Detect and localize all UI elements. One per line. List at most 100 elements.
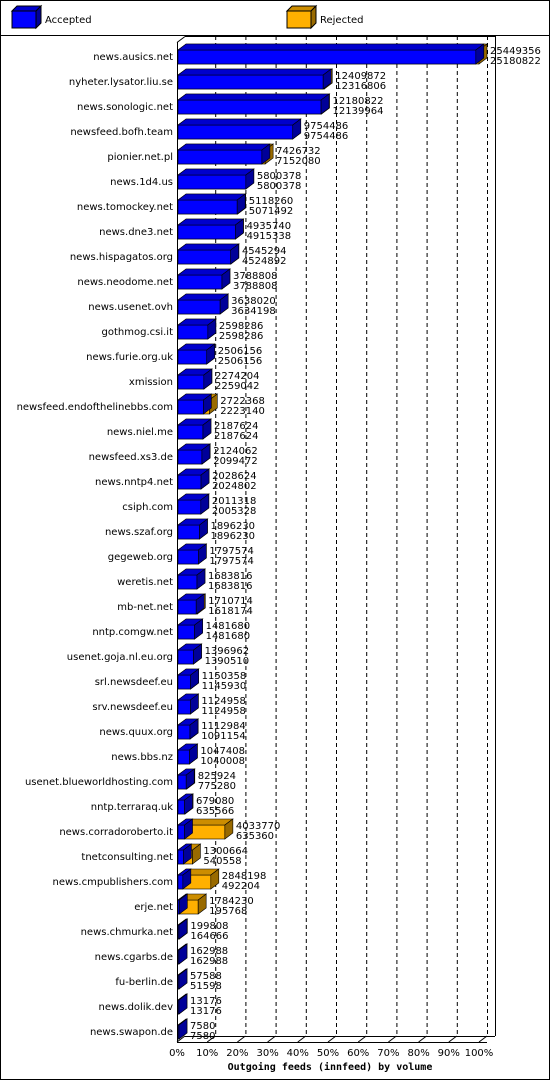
- value-label: 679080: [196, 796, 234, 807]
- y-tick-label: tnetconsulting.net: [81, 852, 173, 863]
- bar: [177, 418, 212, 440]
- bar-front: [177, 249, 231, 265]
- y-tick-label: news.tomockey.net: [77, 202, 173, 213]
- y-tick-label: news.niel.me: [107, 427, 173, 438]
- y-tick-label: news.szaf.org: [105, 527, 173, 538]
- value-label: 492204: [222, 881, 260, 892]
- bar-side: [198, 543, 207, 565]
- value-label: 3634198: [231, 306, 276, 317]
- bar: [177, 368, 213, 390]
- bar-top: [177, 118, 302, 126]
- bar-front: [177, 574, 198, 590]
- value-label: 1896230: [211, 521, 256, 532]
- bar-side: [178, 943, 188, 965]
- tick-mark: [388, 1035, 397, 1043]
- bar: [177, 168, 255, 190]
- value-label: 2598286: [219, 321, 264, 332]
- tick-mark: [267, 1035, 276, 1043]
- bar-side: [194, 618, 203, 640]
- y-tick-label: weretis.net: [117, 577, 173, 588]
- value-label: 25449356: [490, 46, 541, 57]
- y-tick-label: news.dne3.net: [99, 227, 173, 238]
- bar-front: [177, 224, 236, 240]
- value-label: 2028624: [212, 471, 257, 482]
- value-label: 4033770: [236, 821, 281, 832]
- tick-mark: [478, 1035, 488, 1043]
- value-label: 5800378: [257, 181, 302, 192]
- top-edge: [176, 36, 186, 43]
- bar-side: [320, 93, 330, 115]
- value-label: 2024802: [212, 481, 257, 492]
- value-label: 635566: [196, 806, 234, 817]
- value-label: 1896230: [211, 531, 256, 542]
- bar-top: [177, 168, 255, 176]
- value-label: 5118260: [249, 196, 294, 207]
- bar-front: [177, 449, 203, 465]
- bar-front: [177, 474, 202, 490]
- bar-front: [177, 374, 205, 390]
- legend-label: Rejected: [320, 15, 364, 26]
- bar-side: [178, 1018, 188, 1040]
- bar: [177, 268, 231, 290]
- bar-side: [183, 843, 192, 865]
- bar-side: [195, 593, 205, 615]
- bar: [177, 118, 302, 140]
- bar: [177, 218, 245, 240]
- y-tick-label: news.hispagatos.org: [70, 252, 173, 263]
- bar-side: [219, 293, 229, 315]
- bar-front: [177, 699, 191, 715]
- value-label: 2187624: [214, 421, 259, 432]
- y-tick-label: news.quux.org: [99, 727, 173, 738]
- y-tick-label: srl.newsdeef.eu: [95, 677, 173, 688]
- bar-side: [235, 218, 244, 240]
- value-label: 3788808: [233, 281, 278, 292]
- value-label: 2187624: [214, 431, 259, 442]
- y-tick-label: erje.net: [134, 902, 173, 913]
- bar-front: [177, 674, 191, 690]
- bar-front: [177, 174, 247, 190]
- bar: [177, 343, 216, 365]
- value-label: 7152080: [276, 156, 321, 167]
- value-label: 2274204: [215, 371, 260, 382]
- bar-side: [203, 368, 213, 390]
- y-tick-label: srv.newsdeef.eu: [92, 702, 173, 713]
- bar-side: [261, 143, 271, 165]
- bar-front: [177, 599, 197, 615]
- bar: [177, 518, 209, 540]
- bar-side: [201, 443, 211, 465]
- bar-side: [190, 693, 199, 715]
- value-label: 2005328: [212, 506, 257, 517]
- y-tick-label: news.swapon.de: [90, 1027, 173, 1038]
- bar-side: [200, 468, 210, 490]
- y-tick-label: nyheter.lysator.liu.se: [69, 77, 173, 88]
- bar: [177, 393, 213, 415]
- bar: [177, 643, 203, 665]
- value-label: 162988: [190, 946, 228, 957]
- bar: [177, 443, 211, 465]
- bar-side: [189, 718, 199, 740]
- value-label: 51598: [190, 981, 222, 992]
- y-tick-label: news.ausics.net: [93, 52, 173, 63]
- swatch-side: [310, 4, 317, 30]
- bar-side: [197, 893, 207, 915]
- y-tick-label: xmission: [129, 377, 173, 388]
- value-label: 5071492: [249, 206, 294, 217]
- bar: [177, 68, 333, 90]
- y-tick-label: news.usenet.ovh: [88, 302, 173, 313]
- bar: [177, 618, 204, 640]
- bar: [177, 193, 247, 215]
- value-label: 1683816: [208, 571, 253, 582]
- bar-front: [177, 349, 208, 365]
- value-label: 775280: [198, 781, 236, 792]
- bar-side: [184, 818, 193, 840]
- bar: [177, 93, 330, 115]
- bar-side: [224, 818, 234, 840]
- bar: [177, 243, 240, 265]
- bar: [177, 43, 485, 65]
- tick-mark: [327, 1035, 337, 1043]
- bar: [177, 743, 199, 765]
- value-label: 12409872: [335, 71, 386, 82]
- x-tick-label: 40%: [287, 1048, 309, 1059]
